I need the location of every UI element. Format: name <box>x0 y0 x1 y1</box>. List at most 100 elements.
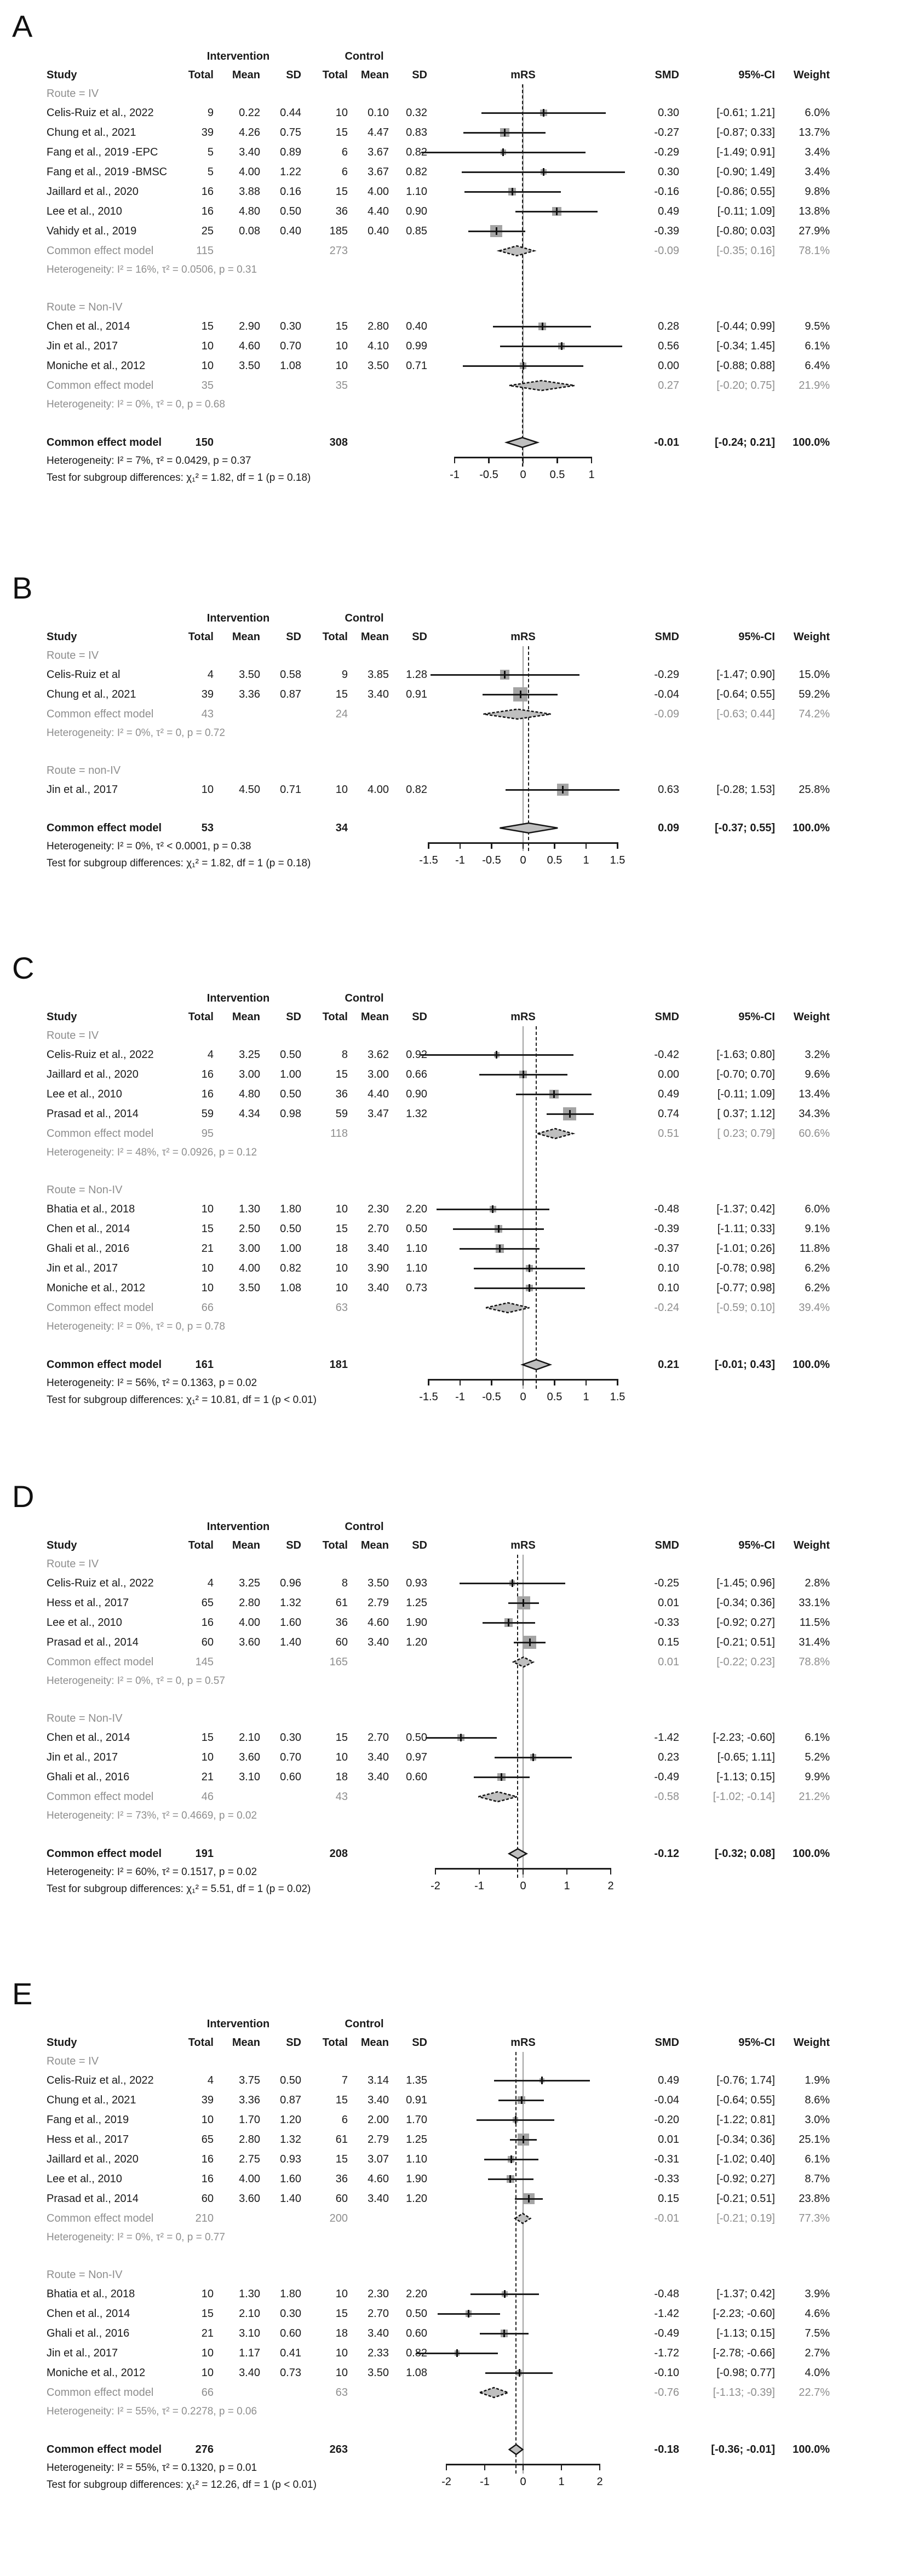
weight-value: 7.5% <box>805 2327 830 2339</box>
rows-area: Route = IV Celis-Ruiz et al., 2022 4 3.75 0.… <box>0 2052 901 2474</box>
x-axis-tick-label: 1 <box>558 2476 565 2488</box>
x-axis-tick <box>522 457 524 463</box>
intervention-group-header: Intervention <box>206 2017 270 2030</box>
col-header-sd-intervention: SD <box>286 630 301 643</box>
x-axis-tick-label: -1 <box>455 854 465 866</box>
col-header-mean-control: Mean <box>360 630 389 643</box>
sd-intervention-cell: 0.50 <box>280 1222 301 1235</box>
weight-value: 34.3% <box>799 1107 830 1120</box>
sd-control-cell: 1.28 <box>406 668 427 681</box>
point-estimate-tick <box>560 342 563 350</box>
forest-plot-cell <box>427 2189 619 2209</box>
subgroup-label: Route = Non-IV <box>47 1183 123 1196</box>
mean-control-cell: 3.40 <box>368 1636 389 1648</box>
mean-intervention-cell: 3.60 <box>239 1636 260 1648</box>
smd-value: -0.04 <box>654 2094 679 2106</box>
total-intervention-cell: 16 <box>201 1088 214 1100</box>
forest-plot-cell <box>427 202 619 221</box>
study-label: Common effect model <box>47 1655 154 1668</box>
smd-value: 0.09 <box>658 821 679 834</box>
ci-value: [-0.34; 0.36] <box>716 1596 775 1609</box>
total-control-cell: 9 <box>341 668 348 681</box>
point-estimate-tick <box>495 227 497 235</box>
x-axis: -1 -0.5 0 0.5 1 <box>427 457 619 495</box>
mean-intervention-cell: 2.80 <box>239 1596 260 1609</box>
mean-intervention-cell: 4.34 <box>239 1107 260 1120</box>
ci-value: [-0.20; 0.75] <box>716 379 775 392</box>
smd-value: 0.63 <box>658 783 679 796</box>
total-intervention-cell: 4 <box>207 1048 214 1061</box>
total-control-cell: 15 <box>335 2094 348 2106</box>
ci-value: [-0.35; 0.16] <box>716 244 775 257</box>
weight-value: 59.2% <box>799 688 830 700</box>
col-header-study: Study <box>47 1010 77 1023</box>
study-label: Common effect model <box>47 708 154 720</box>
smd-value: 0.28 <box>658 320 679 332</box>
smd-value: -1.72 <box>654 2347 679 2359</box>
forest-plot-cell <box>427 665 619 685</box>
mean-intervention-cell: 4.50 <box>239 783 260 796</box>
panel-D: D Intervention Control Study Total Mean SD Tota… <box>0 1481 901 1924</box>
study-label: Jin et al., 2017 <box>47 1262 118 1274</box>
subgroup-test-note: Test for subgroup differences: χ₁² = 10.… <box>47 1394 317 1406</box>
weight-value: 100.0% <box>793 821 830 834</box>
x-axis: -2 -1 0 1 2 <box>427 2464 619 2502</box>
total-intervention-cell: 59 <box>201 1107 214 1120</box>
x-axis-tick-label: 0.5 <box>547 854 563 866</box>
ci-value: [-1.02; -0.14] <box>713 1790 775 1803</box>
forest-plot-cell <box>427 685 619 704</box>
forest-plot-cell <box>427 1298 619 1318</box>
x-axis-tick-label: 0.5 <box>547 1391 563 1403</box>
study-label: Moniche et al., 2012 <box>47 2366 146 2379</box>
ci-value: [-2.78; -0.66] <box>713 2347 775 2359</box>
smd-value: -0.42 <box>654 1048 679 1061</box>
heterogeneity-row: Heterogeneity: I² = 73%, τ² = 0.4669, p … <box>0 1807 901 1825</box>
mean-intervention-cell: 2.75 <box>239 2153 260 2165</box>
study-label: Common effect model <box>47 1127 154 1140</box>
total-intervention-cell: 21 <box>201 1242 214 1255</box>
study-label: Prasad et al., 2014 <box>47 1107 139 1120</box>
mean-control-cell: 3.90 <box>368 1262 389 1274</box>
column-header-row: Study Total Mean SD Total Mean SD mRS SMD 95%-CI W… <box>0 1536 901 1555</box>
ci-value: [-0.34; 0.36] <box>716 2133 775 2146</box>
sd-control-cell: 1.70 <box>406 2113 427 2126</box>
col-header-ci: 95%-CI <box>738 1539 775 1551</box>
smd-value: -0.09 <box>654 708 679 720</box>
smd-value: 0.49 <box>658 2074 679 2086</box>
point-estimate-tick <box>532 1753 534 1761</box>
col-header-mrs-plot: mRS <box>510 1539 536 1551</box>
col-header-mean-control: Mean <box>360 68 389 81</box>
sd-intervention-cell: 0.75 <box>280 126 301 139</box>
sd-intervention-cell: 0.60 <box>280 1770 301 1783</box>
total-control-cell: 10 <box>335 340 348 352</box>
mean-control-cell: 4.40 <box>368 205 389 217</box>
forest-plot-cell <box>427 1258 619 1278</box>
point-estimate-tick <box>504 671 506 679</box>
col-header-smd: SMD <box>655 630 679 643</box>
smd-value: -0.18 <box>654 2443 679 2456</box>
subgroup-header-row: Route = IV <box>0 646 901 665</box>
overall-heterogeneity-note: Heterogeneity: I² = 0%, τ² < 0.0001, p =… <box>47 841 251 852</box>
subgroup-header-row: Route = Non-IV <box>0 1181 901 1199</box>
point-estimate-tick <box>529 1638 531 1646</box>
table-row: Jaillard et al., 2020 16 3.88 0.16 15 4.00 1.1… <box>0 182 901 202</box>
heterogeneity-note: Heterogeneity: I² = 0%, τ² = 0, p = 0.68 <box>47 399 225 410</box>
total-control-cell: 6 <box>341 146 348 158</box>
overall-heterogeneity-note: Heterogeneity: I² = 56%, τ² = 0.1363, p … <box>47 1377 257 1389</box>
subgroup-label: Route = IV <box>47 2055 99 2067</box>
mean-control-cell: 4.00 <box>368 783 389 796</box>
x-axis-tick <box>459 1379 461 1385</box>
table-row: Prasad et al., 2014 60 3.60 1.40 60 3.40 1.20 0… <box>0 2189 901 2209</box>
mean-intervention-cell: 4.00 <box>239 1262 260 1274</box>
subgroup-pooled-diamond <box>496 245 537 257</box>
table-row: Celis-Ruiz et al., 2022 4 3.25 0.50 8 3.62 0.9… <box>0 1045 901 1065</box>
point-estimate-tick <box>508 1619 510 1626</box>
col-header-mean-control: Mean <box>360 1539 389 1551</box>
subgroup-label: Route = Non-IV <box>47 1712 123 1724</box>
total-intervention-cell: 53 <box>201 821 214 834</box>
x-axis-tick-label: -1.5 <box>419 1391 438 1403</box>
study-label: Celis-Ruiz et al., 2022 <box>47 1048 154 1061</box>
forest-plot-cell <box>427 2110 619 2130</box>
mean-control-cell: 2.00 <box>368 2113 389 2126</box>
sd-intervention-cell: 1.60 <box>280 2172 301 2185</box>
